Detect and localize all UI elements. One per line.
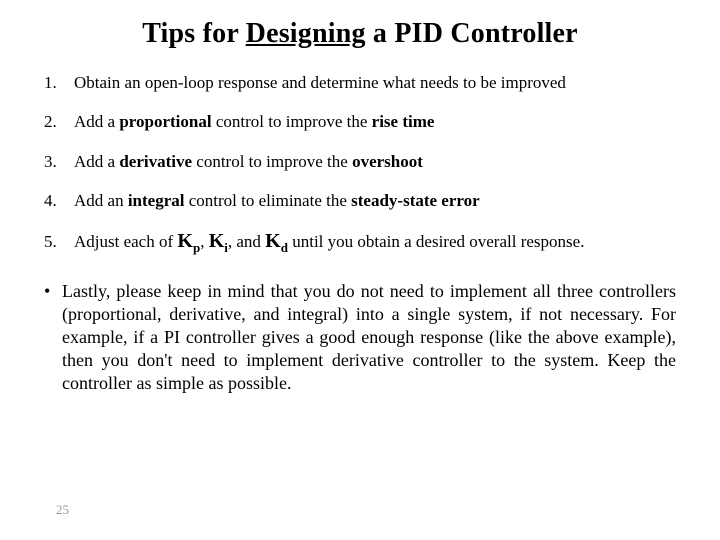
step-item: 4. Add an integral control to eliminate …	[44, 190, 676, 211]
slide-title: Tips for Designing a PID Controller	[44, 18, 676, 50]
step-text: Add a proportional control to improve th…	[74, 111, 676, 132]
note-item: • Lastly, please keep in mind that you d…	[44, 280, 676, 395]
title-text-underlined: Designing	[246, 18, 366, 49]
note-text: Lastly, please keep in mind that you do …	[62, 280, 676, 395]
step-item: 3. Add a derivative control to improve t…	[44, 151, 676, 172]
step-text: Adjust each of Kp, Ki, and Kd until you …	[74, 229, 676, 256]
note-list: • Lastly, please keep in mind that you d…	[44, 280, 676, 395]
title-text-post: a PID Controller	[366, 18, 578, 49]
step-number: 5.	[44, 231, 74, 252]
step-number: 2.	[44, 111, 74, 132]
step-item: 5. Adjust each of Kp, Ki, and Kd until y…	[44, 229, 676, 256]
step-item: 2. Add a proportional control to improve…	[44, 111, 676, 132]
page-number: 25	[56, 502, 69, 518]
step-text: Obtain an open-loop response and determi…	[74, 72, 676, 93]
step-item: 1. Obtain an open-loop response and dete…	[44, 72, 676, 93]
title-text-pre: Tips for	[142, 18, 245, 49]
step-number: 3.	[44, 151, 74, 172]
step-number: 4.	[44, 190, 74, 211]
steps-list: 1. Obtain an open-loop response and dete…	[44, 72, 676, 256]
step-text: Add an integral control to eliminate the…	[74, 190, 676, 211]
bullet-icon: •	[44, 280, 62, 303]
step-text: Add a derivative control to improve the …	[74, 151, 676, 172]
slide: Tips for Designing a PID Controller 1. O…	[0, 0, 720, 540]
step-number: 1.	[44, 72, 74, 93]
